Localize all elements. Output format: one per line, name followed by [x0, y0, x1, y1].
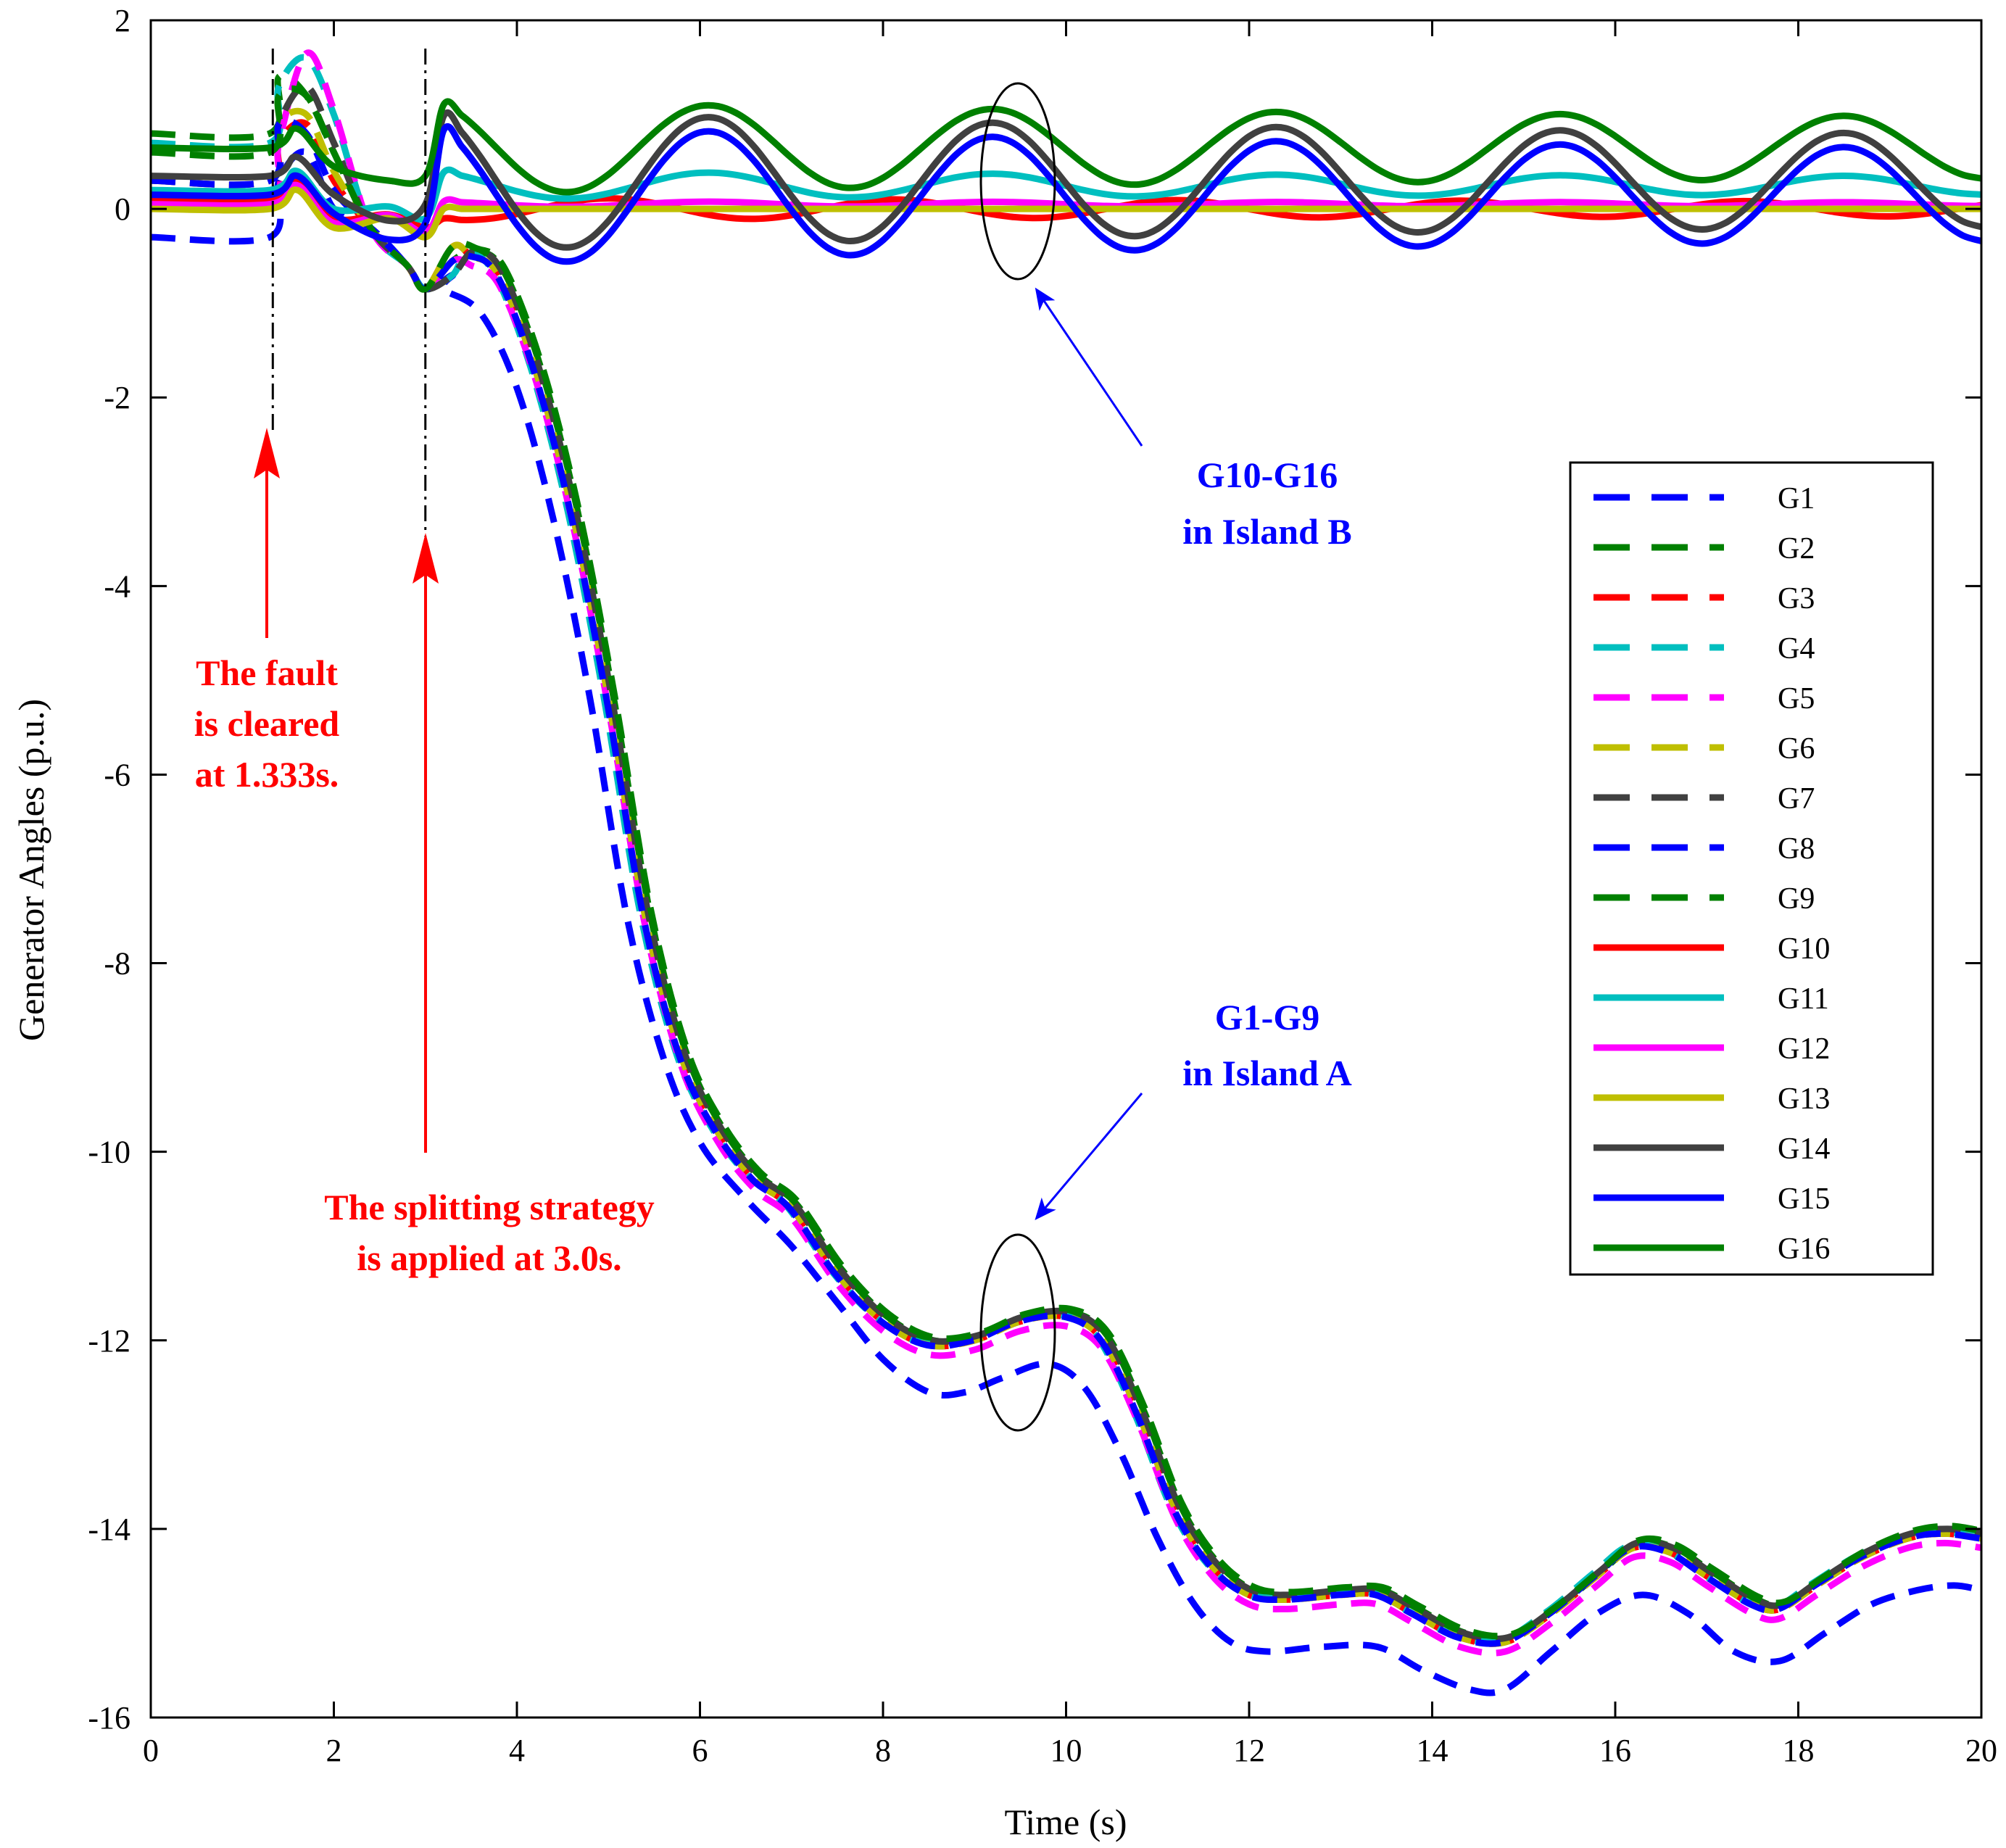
legend-label-g15: G15 [1778, 1182, 1830, 1216]
island-a-annotation-line-2: in Island A [1182, 1053, 1351, 1093]
legend-label-g7: G7 [1778, 782, 1815, 816]
island-b-annotation-line-1: G10-G16 [1197, 455, 1338, 495]
fault-annotation-line-2: is cleared [194, 703, 340, 744]
split-arrowhead [413, 533, 439, 584]
legend-label-g5: G5 [1778, 682, 1815, 716]
y-tick-label: -16 [88, 1700, 130, 1736]
legend-label-g6: G6 [1778, 732, 1815, 766]
legend-label-g13: G13 [1778, 1082, 1830, 1116]
annotation-layer: The fault is cleared at 1.333s. The spli… [194, 82, 1352, 1432]
series-layer [151, 49, 1981, 1696]
legend-label-g12: G12 [1778, 1032, 1830, 1066]
y-tick-label: -8 [104, 946, 130, 982]
series-line-g9 [151, 85, 1981, 1640]
legend-label-g4: G4 [1778, 632, 1815, 666]
split-annotation-line-1: The splitting strategy [324, 1187, 655, 1227]
legend-box [1569, 461, 1934, 1276]
x-tick-label: 18 [1783, 1733, 1815, 1768]
y-tick-label: 0 [115, 191, 130, 227]
series-line-g14 [151, 109, 1981, 251]
legend-label-g14: G14 [1778, 1132, 1830, 1166]
legend-label-g10: G10 [1778, 932, 1830, 966]
island-a-highlight [979, 1233, 1056, 1432]
fault-annotation-line-3: at 1.333s. [195, 754, 339, 795]
legend-label-g11: G11 [1778, 982, 1829, 1016]
legend: G1 G2 G3 G4 G5 G6 G7 G8 G9 G10 G11 G12 G13 G14 G15 G16 [1569, 461, 1934, 1276]
series-line-g11 [151, 166, 1981, 223]
x-tick-label: 4 [509, 1733, 525, 1768]
y-tick-label: -12 [88, 1323, 130, 1359]
legend-label-g1: G1 [1778, 482, 1815, 515]
x-tick-label: 2 [326, 1733, 342, 1768]
legend-label-g2: G2 [1778, 532, 1815, 565]
island-b-arrow [1035, 287, 1143, 447]
legend-label-g8: G8 [1778, 832, 1815, 866]
y-tick-label: -6 [104, 757, 130, 792]
series-line-g16 [151, 98, 1981, 196]
y-tick-label: -14 [88, 1512, 130, 1547]
y-tick-label: 2 [115, 3, 130, 38]
y-tick-label: -4 [104, 568, 130, 604]
legend-items: G1 G2 G3 G4 G5 G6 G7 G8 G9 G10 G11 G12 G13 G14 G15 G16 [1593, 482, 1830, 1266]
x-tick-label: 0 [143, 1733, 159, 1768]
x-tick-label: 20 [1965, 1733, 1997, 1768]
series-line-g15 [151, 123, 1981, 265]
series-line-g13 [151, 186, 1981, 241]
y-tick-label: -2 [104, 380, 130, 415]
x-tick-label: 8 [875, 1733, 891, 1768]
legend-label-g16: G16 [1778, 1232, 1830, 1266]
island-b-annotation-line-2: in Island B [1182, 511, 1351, 552]
y-tick-label: -10 [88, 1135, 130, 1170]
legend-label-g3: G3 [1778, 582, 1815, 616]
island-a-arrow [1035, 1093, 1143, 1221]
island-a-annotation-line-1: G1-G9 [1215, 997, 1319, 1037]
island-b-highlight [979, 82, 1056, 281]
x-tick-label: 10 [1050, 1733, 1082, 1768]
fault-annotation-line-1: The fault [196, 652, 338, 693]
split-annotation-line-2: is applied at 3.0s. [357, 1238, 621, 1278]
x-tick-label: 6 [692, 1733, 708, 1768]
x-tick-label: 12 [1233, 1733, 1265, 1768]
fault-arrowhead [254, 428, 280, 478]
x-axis-title: Time (s) [1004, 1802, 1127, 1842]
y-axis-title: Generator Angles (p.u.) [11, 699, 51, 1041]
legend-label-g9: G9 [1778, 882, 1815, 916]
x-tick-label: 14 [1417, 1733, 1448, 1768]
x-tick-label: 16 [1599, 1733, 1631, 1768]
series-line-g8 [151, 117, 1981, 1647]
event-layer [271, 49, 427, 536]
